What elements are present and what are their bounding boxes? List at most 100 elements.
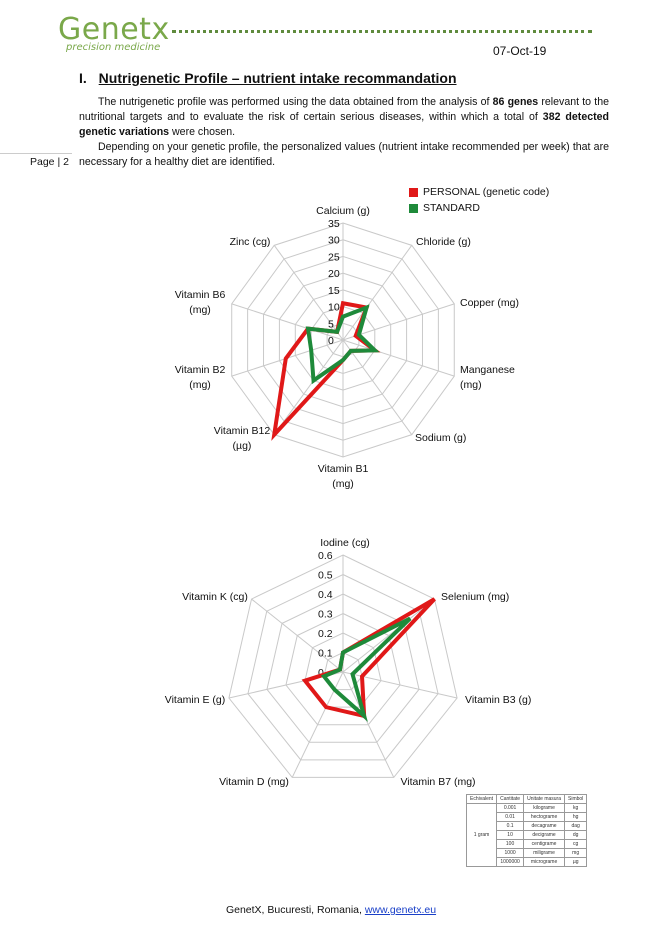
- tick-label: 0.5: [318, 570, 333, 582]
- axis-label-line: Vitamin D (mg): [219, 776, 289, 788]
- axis-label-line: Vitamin B3 (g): [465, 694, 531, 706]
- legend-standard-label: STANDARD: [423, 202, 480, 214]
- units-quantity-cell: 10: [496, 830, 525, 840]
- axis-label-line: Vitamin B6: [175, 289, 226, 301]
- units-col-equivalent: Echivalent: [465, 794, 498, 804]
- tick-label: 0.6: [318, 550, 333, 562]
- axis-label-line: (mg): [460, 379, 482, 391]
- grid-ring: [323, 651, 363, 691]
- grid-spoke: [273, 245, 344, 341]
- footer-link[interactable]: www.genetx.eu: [364, 904, 437, 916]
- section-title: Nutrigenetic Profile – nutrient intake r…: [98, 70, 457, 86]
- axis-label-line: Sodium (g): [415, 432, 466, 444]
- axis-label: Vitamin D (mg): [219, 776, 289, 788]
- axis-label: Iodine (cg): [320, 537, 370, 549]
- grid-spoke: [342, 245, 413, 341]
- axis-label: Vitamin B1 (mg): [318, 463, 369, 490]
- brand-tagline: precision medicine: [66, 42, 161, 53]
- tick-label: 20: [328, 268, 340, 280]
- axis-label-line: Zinc (cg): [230, 236, 271, 248]
- axis-label: Sodium (g): [415, 432, 466, 444]
- grid-spoke: [342, 339, 413, 435]
- units-col-unit: Unitate masura: [523, 794, 565, 804]
- units-unit-cell: decigrame: [523, 830, 565, 840]
- tick-label: 0: [328, 335, 334, 347]
- axis-label-line: Vitamin B12: [214, 425, 271, 437]
- units-quantity-cell: 0.01: [496, 812, 525, 822]
- header-divider: [172, 30, 592, 33]
- units-table-header: Echivalent Cantitate Unitate masura Simb…: [465, 794, 588, 804]
- axis-label: Vitamin B3 (g): [465, 694, 531, 706]
- grid-spoke: [231, 303, 344, 341]
- tick-label: 0.2: [318, 628, 333, 640]
- axis-label-line: (mg): [189, 304, 211, 316]
- units-unit-cell: decagrame: [523, 821, 565, 831]
- page-number: Page | 2: [30, 156, 69, 168]
- axis-label: Vitamin K (cg): [182, 591, 248, 603]
- legend-standard: STANDARD: [409, 202, 480, 214]
- axis-label: Calcium (g): [316, 205, 370, 217]
- tick-label: 0.3: [318, 609, 333, 621]
- section-heading: I. Nutrigenetic Profile – nutrient intak…: [79, 70, 457, 86]
- units-symbol-cell: µg: [563, 857, 588, 867]
- units-unit-cell: centigrame: [523, 839, 565, 849]
- units-unit-cell: kilograme: [523, 803, 565, 813]
- axis-label: Vitamin B6 (mg): [175, 289, 226, 316]
- axis-label-line: Vitamin K (cg): [182, 591, 248, 603]
- tick-label: 0.1: [318, 648, 333, 660]
- units-quantity-cell: 0.1: [496, 821, 525, 831]
- units-table: Echivalent Cantitate Unitate masura Simb…: [465, 794, 588, 867]
- legend-personal-label: PERSONAL (genetic code): [423, 186, 550, 198]
- series-standard-line: [305, 304, 380, 385]
- units-symbol-cell: mg: [563, 848, 588, 858]
- axis-label: Vitamin B12 (µg): [214, 425, 271, 452]
- tick-label: 0.4: [318, 589, 333, 601]
- grid-ring: [247, 573, 439, 761]
- tick-label: 5: [328, 318, 334, 330]
- axis-label: Vitamin B7 (mg): [400, 776, 475, 788]
- footer-text: GenetX, Bucuresti, Romania,: [225, 904, 362, 916]
- units-table-row: 1 gram 0.001 kilograme kg: [465, 803, 588, 867]
- units-symbol-cell: cg: [563, 839, 588, 849]
- axis-label-line: Selenium (mg): [441, 591, 509, 603]
- units-unit-cell: hectograme: [523, 812, 565, 822]
- axis-label-line: Vitamin B1: [318, 463, 369, 475]
- axis-label-line: Iodine (cg): [320, 537, 370, 549]
- grid-spoke: [342, 339, 455, 377]
- axis-label: Zinc (cg): [230, 236, 271, 248]
- variations-count: 382 detected genetic variations: [79, 111, 609, 138]
- page-label-rule: [0, 153, 72, 154]
- units-quantity-cell: 1000000: [496, 857, 525, 867]
- units-unit-cell: micrograme: [523, 857, 565, 867]
- axis-label: Vitamin B2 (mg): [175, 364, 226, 391]
- grid-spoke: [273, 339, 344, 435]
- section-number: I.: [79, 70, 87, 86]
- intro-paragraph-2: Depending on your genetic profile, the p…: [79, 141, 609, 168]
- units-col-symbol: Simbol: [563, 794, 588, 804]
- tick-label: 35: [328, 218, 340, 230]
- grid-ring: [266, 593, 420, 743]
- axis-label: Vitamin E (g): [165, 694, 226, 706]
- units-table-row: 100 centigrame cg: [467, 839, 588, 849]
- units-quantity-cell: 100: [496, 839, 525, 849]
- axis-label-line: Manganese: [460, 364, 515, 376]
- axis-label: Selenium (mg): [441, 591, 509, 603]
- genes-count: 86 genes: [492, 96, 539, 108]
- axis-label-line: (µg): [233, 440, 252, 452]
- axis-label: Manganese (mg): [460, 364, 515, 391]
- tick-label: 0: [318, 667, 324, 679]
- report-date: 07-Oct-19: [493, 44, 547, 58]
- grid-ring: [228, 554, 458, 778]
- units-equivalent-cell: 1 gram: [465, 803, 498, 867]
- units-col-quantity: Cantitate: [496, 794, 525, 804]
- grid-spoke: [342, 598, 435, 673]
- axis-label: Chloride (g): [416, 236, 471, 248]
- axis-label-line: Vitamin E (g): [165, 694, 226, 706]
- footer: GenetX, Bucuresti, Romania, www.genetx.e…: [0, 904, 662, 916]
- axis-label-line: (mg): [332, 478, 354, 490]
- axis-label: Copper (mg): [460, 297, 519, 309]
- units-symbol-cell: dag: [563, 821, 588, 831]
